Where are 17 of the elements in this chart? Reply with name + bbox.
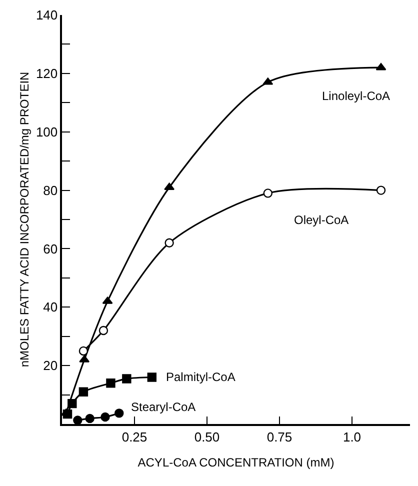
y-axis-title: nMOLES FATTY ACID INCORPORATED/mg PROTEIN bbox=[18, 72, 32, 368]
y-tick-label: 140 bbox=[36, 8, 58, 23]
series-label: Oleyl-CoA bbox=[294, 213, 349, 227]
y-tick-label: 80 bbox=[43, 182, 58, 198]
series-label: Palmityl-CoA bbox=[166, 370, 236, 384]
series-label: Stearyl-CoA bbox=[131, 400, 196, 414]
x-tick-label: 0.75 bbox=[266, 429, 292, 444]
series-label: Linoleyl-CoA bbox=[322, 89, 390, 103]
y-tick-label: 60 bbox=[43, 241, 58, 256]
x-tick-label: 0.50 bbox=[194, 429, 220, 444]
y-tick-label: 40 bbox=[43, 300, 58, 315]
x-tick-label: 0.25 bbox=[122, 429, 148, 444]
y-tick-label: 100 bbox=[36, 124, 58, 140]
y-tick-label: 20 bbox=[43, 358, 58, 374]
x-axis-title: ACYL-CoA CONCENTRATION (mM) bbox=[138, 456, 334, 470]
x-tick-label: 1.0 bbox=[342, 429, 362, 444]
y-tick-label: 120 bbox=[36, 66, 58, 81]
